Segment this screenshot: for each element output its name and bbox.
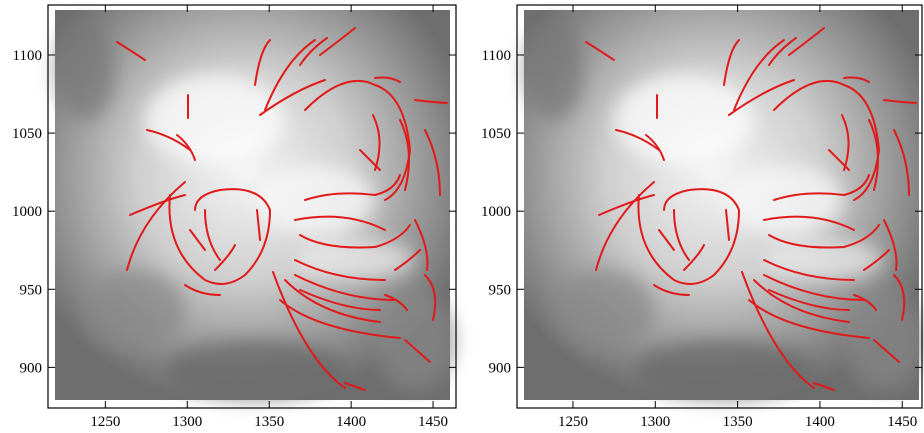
x-tick-label: 1300 xyxy=(640,414,670,430)
x-tick-label: 1350 xyxy=(254,414,284,430)
y-tick-label: 1050 xyxy=(12,126,42,142)
y-tick-label: 900 xyxy=(20,360,43,376)
panel-image xyxy=(524,10,924,400)
y-tick-label: 1050 xyxy=(481,126,511,142)
x-tick-label: 1450 xyxy=(887,414,917,430)
x-tick-label: 1450 xyxy=(418,414,448,430)
x-tick-label: 1400 xyxy=(336,414,366,430)
x-tick-label: 1400 xyxy=(805,414,835,430)
figure: 1250 1300 1350 1400 1450 900 950 1000 1050 1100 12… xyxy=(0,0,924,433)
y-tick-label: 1000 xyxy=(12,204,42,220)
panel-image xyxy=(55,10,455,400)
y-tick-label: 900 xyxy=(489,360,512,376)
y-tick-label: 1100 xyxy=(13,48,42,64)
x-tick-label: 1250 xyxy=(90,414,120,430)
x-tick-label: 1250 xyxy=(558,414,588,430)
y-tick-label: 1000 xyxy=(481,204,511,220)
y-tick-label: 1100 xyxy=(482,48,511,64)
x-tick-label: 1300 xyxy=(172,414,202,430)
x-tick-label: 1350 xyxy=(723,414,753,430)
y-tick-label: 950 xyxy=(20,282,43,298)
y-tick-label: 950 xyxy=(489,282,512,298)
